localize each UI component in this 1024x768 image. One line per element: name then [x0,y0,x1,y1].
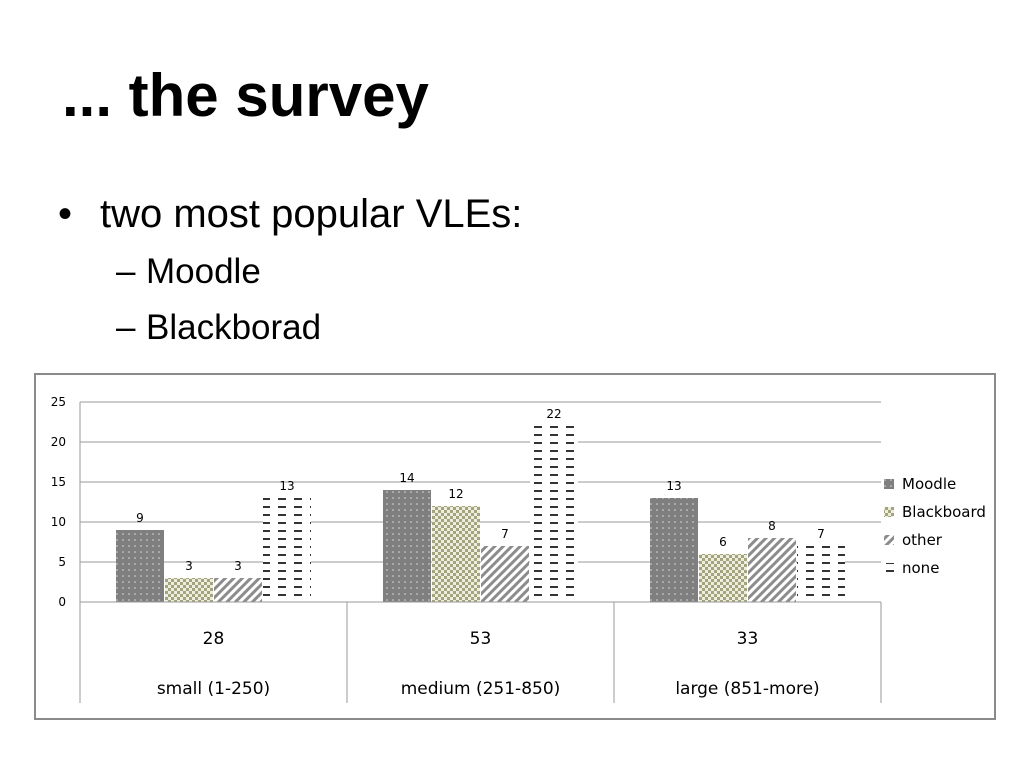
category-total-label: 28 [203,629,225,649]
data-label: 7 [501,527,509,541]
sub-item-moodle: – Moodle [116,244,522,300]
legend-swatch [884,563,894,573]
legend-swatch [884,507,894,517]
data-label: 8 [768,519,776,533]
data-label: 12 [448,487,463,501]
legend-label: Blackboard [902,503,986,521]
bullet-item: • two most popular VLEs: [58,190,522,238]
category-label: small (1-250) [157,679,270,699]
data-label: 7 [817,527,825,541]
category-total-label: 53 [470,629,492,649]
category-label: large (851-more) [675,679,819,699]
dash-icon: – [116,252,136,291]
data-label: 6 [719,535,727,549]
y-tick-label: 5 [58,555,66,569]
legend-label: other [902,531,943,549]
bar [650,498,698,602]
dash-icon: – [116,308,136,347]
bar [165,578,213,602]
bar [699,554,747,602]
sub-item-label: Moodle [146,252,261,291]
data-label: 9 [136,511,144,525]
sub-item-label: Blackborad [146,308,322,347]
sub-list: – Moodle – Blackborad [58,244,522,356]
legend-label: Moodle [902,475,956,493]
data-label: 3 [185,559,193,573]
legend-swatch [884,479,894,489]
bar [214,578,262,602]
bar [481,546,529,602]
bullet-list: • two most popular VLEs: – Moodle – Blac… [58,190,522,356]
chart-bars [116,426,845,602]
y-tick-label: 25 [51,395,66,409]
category-total-label: 33 [737,629,759,649]
data-label: 22 [546,407,561,421]
bar [797,546,845,602]
slide-title: ... the survey [62,62,429,129]
legend-label: none [902,559,939,577]
chart-legend: Moodle Blackboard other none [884,475,986,577]
data-label: 14 [399,471,414,485]
sub-item-blackborad: – Blackborad [116,300,522,356]
legend-swatch [884,535,894,545]
data-label: 3 [234,559,242,573]
bar [263,498,311,602]
bar [530,426,578,602]
sub-list-container: – Moodle – Blackborad [58,244,522,356]
bar [748,538,796,602]
y-tick-label: 0 [58,595,66,609]
chart-axis: 0 5 10 15 20 25 28 small (1-250) 53 medium (251-8… [51,395,882,703]
category-label: medium (251-850) [401,679,561,699]
bar [116,530,164,602]
bar [432,506,480,602]
bar [383,490,431,602]
chart-container: 9 3 3 13 14 12 7 22 13 6 8 7 0 5 10 15 20 25 28 small (1-2… [34,373,996,720]
y-tick-label: 20 [51,435,66,449]
y-tick-label: 15 [51,475,66,489]
y-tick-label: 10 [51,515,66,529]
bullet-dot-icon: • [58,192,73,236]
chart-data-labels: 9 3 3 13 14 12 7 22 13 6 8 7 [136,407,825,573]
data-label: 13 [279,479,294,493]
bullet-text: two most popular VLEs: [100,192,523,236]
data-label: 13 [666,479,681,493]
